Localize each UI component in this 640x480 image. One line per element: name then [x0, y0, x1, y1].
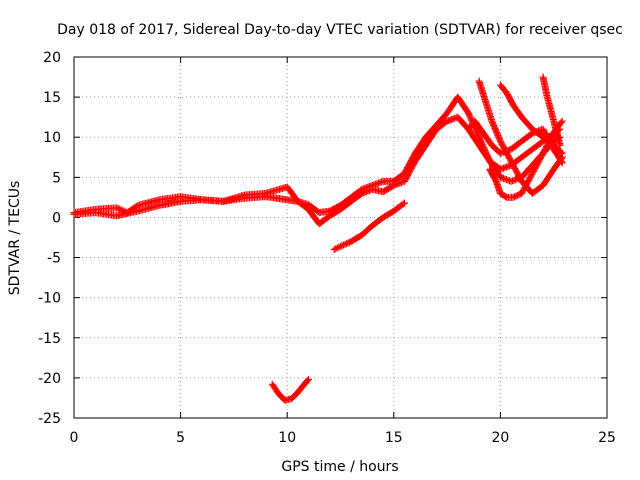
series-arc-c: [330, 199, 408, 254]
x-tick-label: 0: [70, 430, 79, 446]
data-point-marker: [473, 129, 481, 137]
plot-area-border: [73, 56, 608, 419]
series-arc-i: [464, 117, 566, 167]
data-points: [70, 73, 566, 404]
data-point-marker: [330, 246, 338, 254]
series-arc-g: [539, 73, 564, 149]
y-tick-label: 5: [52, 170, 61, 186]
data-point-marker: [305, 375, 313, 383]
y-tick-label: -5: [47, 251, 61, 267]
data-point-marker: [341, 240, 349, 248]
y-tick-label: -15: [38, 331, 61, 347]
data-point-marker: [114, 205, 122, 213]
data-point-marker: [344, 239, 352, 247]
data-point-marker: [399, 200, 407, 208]
y-tick-label: -20: [38, 371, 61, 387]
data-point-marker: [400, 199, 408, 207]
grid-lines: [74, 57, 607, 418]
data-point-marker: [466, 112, 474, 120]
data-point-marker: [465, 111, 473, 119]
tick-labels: 0 5 10 15 20 25 -25 -20 -15 -10 -5 0 5 10 15 20: [38, 50, 616, 446]
x-axis-title: GPS time / hours: [281, 459, 398, 475]
data-point-marker: [558, 117, 566, 125]
series-arc-b: [70, 113, 564, 228]
data-point-marker: [340, 241, 348, 249]
x-tick-label: 20: [491, 430, 509, 446]
data-point-marker: [557, 158, 565, 166]
data-point-marker: [558, 159, 566, 167]
data-point-marker: [557, 119, 565, 127]
data-point-marker: [558, 149, 566, 157]
data-point-marker: [338, 242, 346, 250]
y-axis-title: SDTVAR / TECUs: [7, 181, 23, 296]
data-point-marker: [113, 204, 121, 212]
data-point-marker: [337, 242, 344, 250]
data-point-marker: [464, 109, 472, 117]
data-point-marker: [116, 205, 124, 213]
y-tick-label: 15: [43, 90, 61, 106]
y-tick-label: 0: [52, 210, 61, 226]
data-point-marker: [556, 141, 564, 149]
x-tick-label: 5: [176, 430, 185, 446]
chart-title: Day 018 of 2017, Sidereal Day-to-day VTE…: [57, 22, 623, 38]
data-point-marker: [335, 243, 343, 251]
y-tick-label: 10: [43, 130, 61, 146]
y-tick-label: -25: [38, 411, 61, 427]
x-tick-label: 15: [385, 430, 403, 446]
data-point-marker: [343, 240, 351, 248]
x-tick-label: 10: [278, 430, 296, 446]
data-point-marker: [472, 127, 480, 135]
y-tick-label: 20: [43, 50, 61, 66]
series-arc-d: [268, 375, 313, 404]
y-tick-label: -10: [38, 291, 61, 307]
data-point-marker: [332, 245, 340, 253]
series-arc-h: [486, 117, 566, 201]
data-point-marker: [303, 377, 311, 385]
data-point-marker: [333, 244, 341, 252]
axis-ticks: [73, 56, 608, 419]
x-tick-label: 25: [598, 430, 616, 446]
data-point-marker: [466, 114, 474, 122]
